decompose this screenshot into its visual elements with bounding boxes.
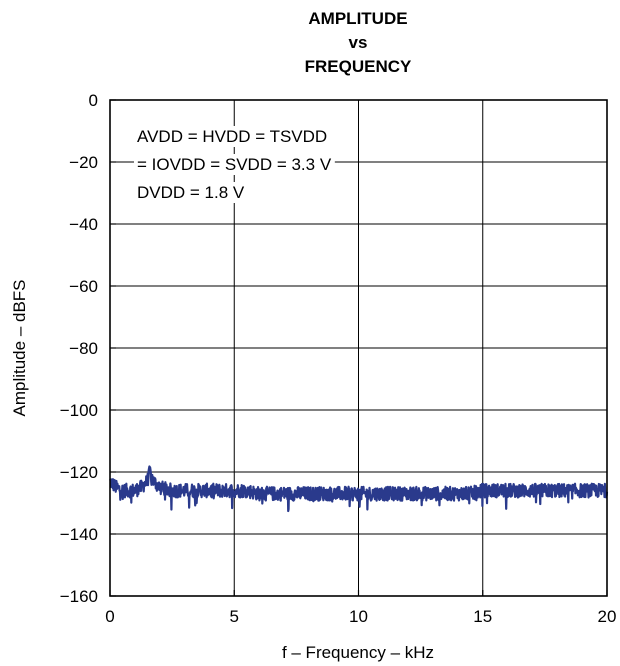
annotation-bg-2 <box>134 182 248 203</box>
y-axis-label: Amplitude – dBFS <box>10 279 29 416</box>
annotation-line-3: DVDD = 1.8 V <box>137 183 245 202</box>
y-tick-label-6: −120 <box>60 463 98 482</box>
x-tick-label-1: 5 <box>230 607 239 626</box>
annotation-line-2: = IOVDD = SVDD = 3.3 V <box>137 155 332 174</box>
x-tick-label-2: 10 <box>349 607 368 626</box>
tick-marks <box>109 99 608 597</box>
annotation-line-1: AVDD = HVDD = TSVDD <box>137 127 327 146</box>
y-tick-label-5: −100 <box>60 401 98 420</box>
series-layer <box>109 465 609 513</box>
y-tick-label-2: −40 <box>69 215 98 234</box>
y-tick-label-3: −60 <box>69 277 98 296</box>
x-tick-label-3: 15 <box>473 607 492 626</box>
x-tick-label-0: 0 <box>105 607 114 626</box>
x-axis-label: f – Frequency – kHz <box>282 643 434 662</box>
title-line-3: FREQUENCY <box>305 57 412 76</box>
series-line <box>109 465 609 513</box>
y-tick-label-0: 0 <box>89 91 98 110</box>
x-tick-labels: 0 5 10 15 20 <box>105 607 616 626</box>
chart-title: AMPLITUDE vs FREQUENCY <box>305 9 412 76</box>
annotation-bg-0 <box>134 126 331 147</box>
y-tick-label-7: −140 <box>60 525 98 544</box>
x-tick-label-4: 20 <box>598 607 617 626</box>
annotation-background <box>134 126 335 203</box>
title-line-1: AMPLITUDE <box>308 9 407 28</box>
annotation: AVDD = HVDD = TSVDD = IOVDD = SVDD = 3.3… <box>137 127 332 202</box>
y-tick-label-4: −80 <box>69 339 98 358</box>
y-tick-label-8: −160 <box>60 587 98 606</box>
title-line-2: vs <box>349 33 368 52</box>
y-tick-label-1: −20 <box>69 153 98 172</box>
annotation-bg-1 <box>134 154 335 175</box>
y-tick-labels: 0 −20 −40 −60 −80 −100 −120 −140 −160 <box>60 91 98 606</box>
